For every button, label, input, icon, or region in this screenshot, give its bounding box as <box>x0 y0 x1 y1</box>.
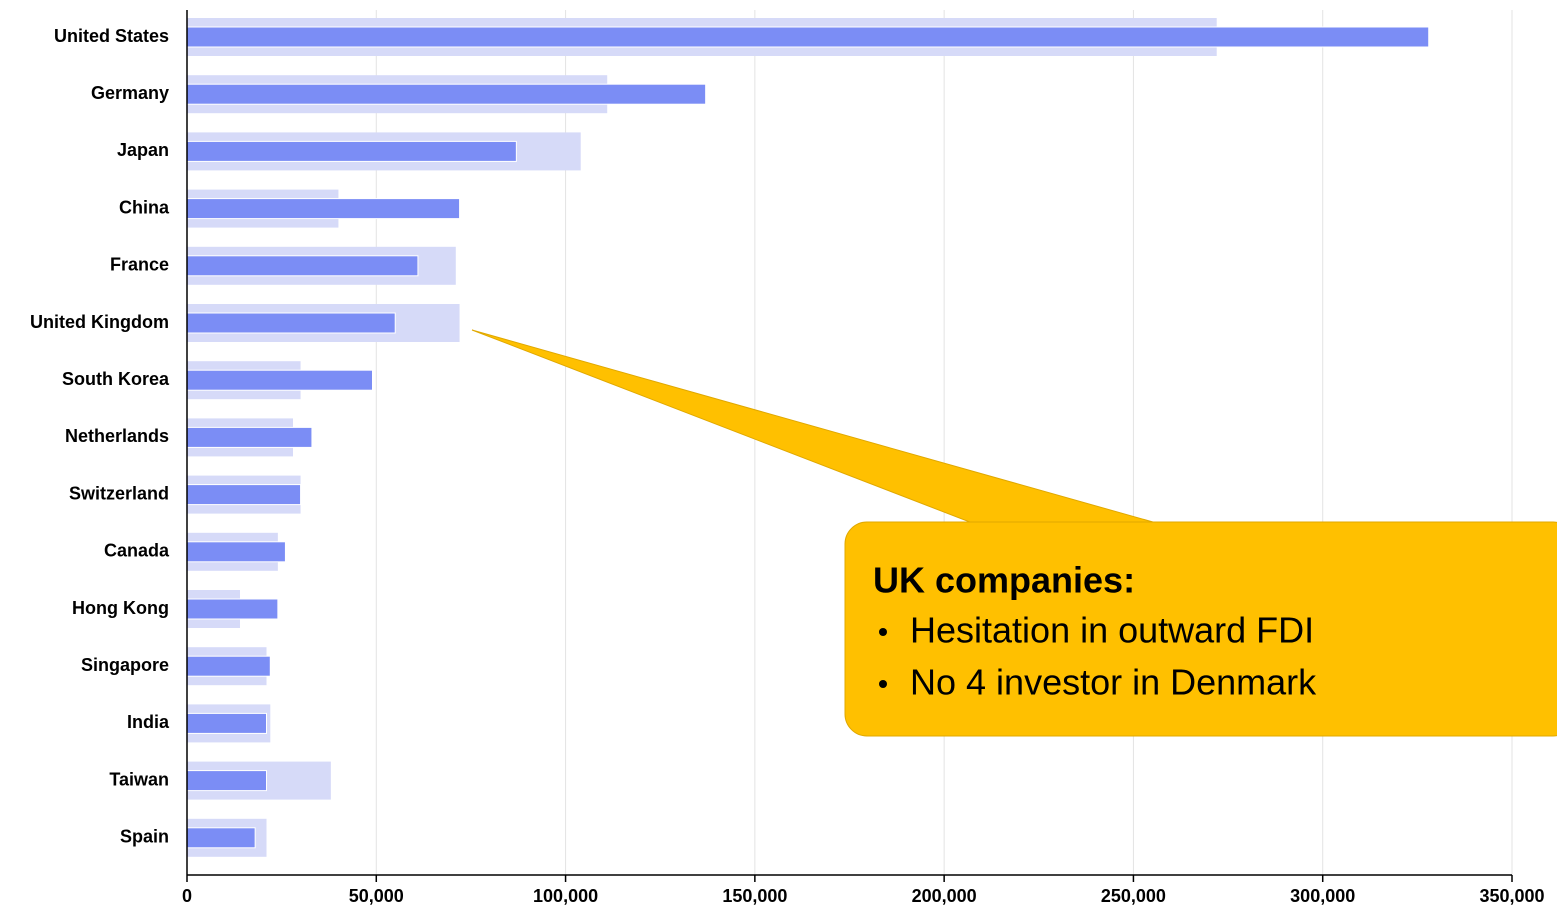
y-tick-label: Canada <box>104 541 170 561</box>
bullet <box>879 680 887 688</box>
x-tick-label: 0 <box>182 886 192 906</box>
callout: UK companies: Hesitation in outward FDI … <box>471 329 1557 737</box>
y-tick-label: China <box>119 197 170 217</box>
bar <box>186 712 267 734</box>
callout-item: Hesitation in outward FDI <box>910 610 1314 651</box>
y-tick-label: Switzerland <box>69 483 169 503</box>
bar <box>186 26 1430 48</box>
bar <box>186 426 313 448</box>
bar <box>186 83 707 105</box>
bar <box>186 827 256 849</box>
bar <box>186 541 286 563</box>
callout-title: UK companies: <box>873 560 1135 601</box>
bars <box>186 18 1430 857</box>
x-tick-label: 100,000 <box>533 886 598 906</box>
bar <box>186 312 396 334</box>
x-tick-label: 250,000 <box>1101 886 1166 906</box>
y-tick-label: Taiwan <box>109 769 169 789</box>
y-tick-label: India <box>127 712 170 732</box>
y-tick-label: South Korea <box>62 369 170 389</box>
callout-pointer <box>471 329 1161 525</box>
bullet <box>879 628 887 636</box>
bar <box>186 484 302 506</box>
y-tick-label: Japan <box>117 140 169 160</box>
y-tick-label: Singapore <box>81 655 169 675</box>
axes: 0 50,000 100,000 150,000 200,000 250,000 300,0… <box>30 10 1545 906</box>
x-tick-label: 200,000 <box>912 886 977 906</box>
bar <box>186 140 517 162</box>
bar <box>186 369 373 391</box>
y-tick-label: United Kingdom <box>30 312 169 332</box>
bar <box>186 198 461 220</box>
x-tick-label: 150,000 <box>722 886 787 906</box>
callout-item: No 4 investor in Denmark <box>910 662 1317 703</box>
y-tick-label: Hong Kong <box>72 598 169 618</box>
x-tick-label: 50,000 <box>349 886 404 906</box>
y-tick-label: United States <box>54 26 169 46</box>
y-tick-label: France <box>110 255 169 275</box>
x-tick-label: 300,000 <box>1290 886 1355 906</box>
bar <box>186 255 419 277</box>
x-tick-label: 350,000 <box>1479 886 1544 906</box>
y-tick-label: Spain <box>120 827 169 847</box>
bar <box>186 770 267 792</box>
y-tick-label: Netherlands <box>65 426 169 446</box>
callout-box <box>844 521 1557 737</box>
y-tick-label: Germany <box>91 83 169 103</box>
bar <box>186 598 279 620</box>
callout-join <box>976 524 1159 528</box>
bar <box>186 655 271 677</box>
